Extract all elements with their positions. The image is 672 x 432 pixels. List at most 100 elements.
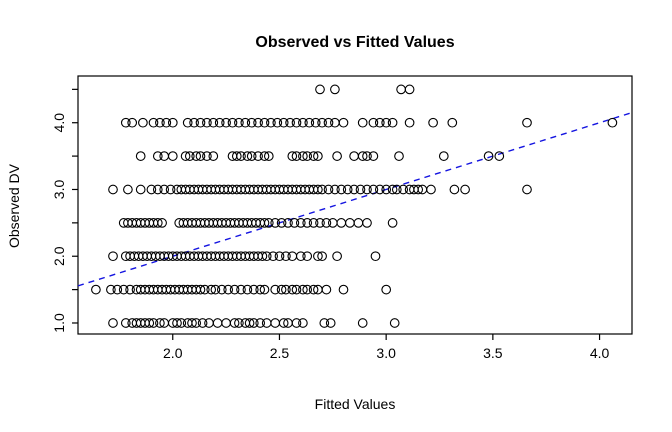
data-point (310, 117, 321, 128)
data-point (308, 218, 319, 228)
data-point (362, 218, 372, 228)
data-point (108, 251, 118, 262)
data-point (268, 251, 278, 262)
data-point (278, 117, 289, 128)
data-point (206, 284, 217, 295)
data-point (208, 151, 219, 161)
data-point (261, 251, 272, 262)
data-point (240, 117, 251, 128)
data-point (236, 284, 246, 295)
x-tick-label: 2.0 (163, 345, 183, 361)
data-point (259, 218, 270, 228)
data-point (195, 117, 206, 128)
data-point (159, 151, 170, 161)
data-point (199, 284, 210, 295)
data-point (263, 218, 274, 228)
data-point (135, 184, 146, 195)
data-point (125, 284, 135, 295)
data-point (332, 251, 342, 262)
data-point (261, 318, 272, 328)
data-point (208, 117, 219, 128)
data-point (287, 251, 298, 262)
data-point (223, 284, 234, 295)
data-point (146, 184, 157, 195)
data-point (447, 117, 458, 128)
x-tick-label: 2.5 (270, 345, 290, 361)
data-point (291, 284, 302, 295)
chart-title: Observed vs Fitted Values (255, 34, 455, 51)
data-point (319, 318, 330, 328)
data-point (221, 117, 231, 128)
identity-line (77, 111, 633, 287)
data-point (266, 117, 276, 128)
data-point (246, 151, 257, 161)
data-point (338, 117, 349, 128)
x-tick-label: 3.0 (376, 345, 396, 361)
data-point (253, 151, 263, 161)
data-point (298, 151, 308, 161)
data-point (374, 184, 385, 195)
data-point (257, 251, 268, 262)
data-point (315, 218, 325, 228)
data-point (214, 117, 225, 128)
data-point (148, 117, 159, 128)
data-point (234, 318, 244, 328)
data-point (118, 284, 129, 295)
data-point (148, 318, 159, 328)
y-axis-label: Observed DV (6, 163, 22, 249)
data-point (120, 318, 131, 328)
data-point (304, 117, 315, 128)
data-point (191, 318, 202, 328)
data-point (155, 318, 165, 328)
data-point (438, 151, 449, 161)
data-point (161, 117, 172, 128)
data-point (362, 184, 372, 195)
data-point (413, 184, 424, 195)
data-point (381, 117, 392, 128)
data-point (234, 117, 244, 128)
data-point (291, 151, 302, 161)
data-point (362, 151, 372, 161)
x-tick-label: 4.0 (590, 345, 610, 361)
data-point (396, 84, 406, 95)
data-point (152, 184, 163, 195)
data-point (229, 318, 240, 328)
data-point (323, 117, 334, 128)
data-point (285, 117, 295, 128)
data-point (108, 318, 118, 328)
data-point (317, 251, 327, 262)
data-point (248, 318, 259, 328)
data-point (357, 318, 368, 328)
data-point (313, 251, 323, 262)
data-point (259, 284, 270, 295)
plot-border (77, 75, 633, 335)
data-point (195, 151, 206, 161)
data-point (227, 117, 238, 128)
data-point (404, 84, 415, 95)
data-point (291, 117, 302, 128)
data-point (381, 284, 392, 295)
data-point (368, 117, 379, 128)
data-point (152, 218, 163, 228)
data-point (313, 151, 323, 161)
data-point (449, 184, 460, 195)
data-point (295, 218, 306, 228)
data-point (287, 284, 298, 295)
data-point (323, 184, 334, 195)
data-point (313, 184, 323, 195)
data-point (387, 184, 398, 195)
data-point (460, 184, 470, 195)
data-point (242, 151, 253, 161)
data-point (246, 117, 257, 128)
x-axis-label: Fitted Values (314, 396, 396, 412)
data-point (394, 151, 404, 161)
data-point (357, 117, 368, 128)
y-tick-label: 1.0 (51, 313, 67, 333)
data-point (152, 151, 163, 161)
data-point (374, 117, 385, 128)
data-point (295, 251, 306, 262)
data-point (325, 318, 336, 328)
data-point (387, 117, 398, 128)
data-point (159, 184, 170, 195)
data-point (330, 117, 340, 128)
